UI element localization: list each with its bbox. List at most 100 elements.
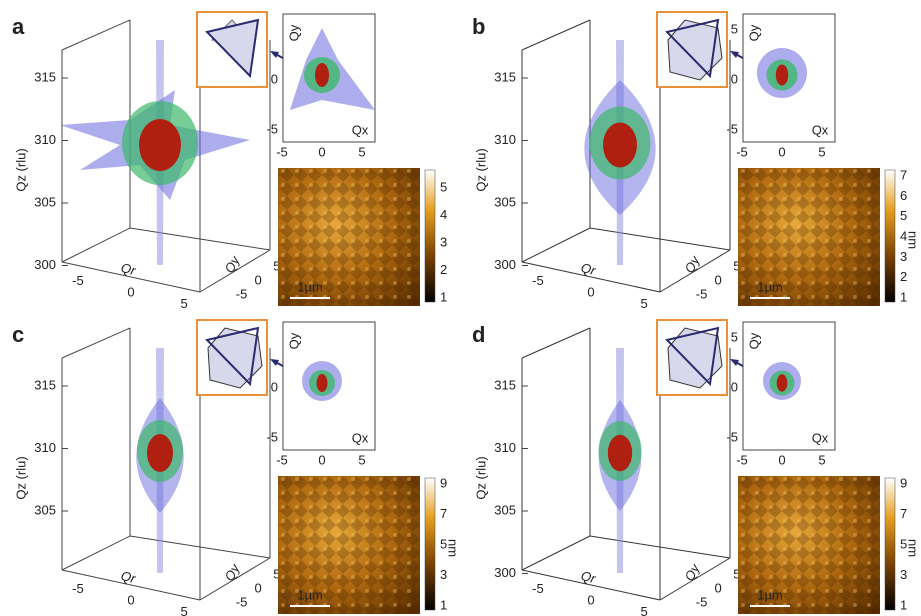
proj-y-tick-label: -5 bbox=[266, 121, 278, 136]
box-edge bbox=[659, 557, 731, 601]
z-tick-label: 305 bbox=[494, 194, 516, 209]
proj-y-tick-label: 5 bbox=[731, 329, 738, 344]
colorbar-tick-label: 3 bbox=[440, 234, 447, 249]
proj-x-tick-label: -5 bbox=[736, 144, 748, 159]
y3d-tick-label: 5 bbox=[273, 566, 280, 581]
colorbar-unit: nm bbox=[906, 539, 921, 557]
y3d-tick-label: -5 bbox=[696, 287, 708, 302]
r-axis-label: Qr bbox=[579, 568, 597, 586]
panel-label: d bbox=[472, 322, 485, 347]
box-edge bbox=[61, 261, 201, 293]
proj-y-label: Qy bbox=[746, 24, 761, 41]
colorbar-unit: nm bbox=[446, 539, 461, 557]
proj-x-label: Qx bbox=[352, 430, 369, 445]
colorbar-tick-label: 1 bbox=[900, 597, 907, 612]
arrow-head bbox=[730, 359, 739, 366]
box-edge bbox=[199, 249, 271, 293]
blob-red bbox=[147, 434, 173, 472]
inset-triangle bbox=[205, 326, 260, 387]
proj-y-label: Qy bbox=[286, 24, 301, 41]
r-axis-label: Qr bbox=[119, 260, 137, 278]
r-tick-label: -5 bbox=[532, 581, 544, 596]
r-tick-label: 0 bbox=[587, 284, 594, 299]
blob-red bbox=[607, 434, 633, 472]
proj-x-tick-label: -5 bbox=[276, 144, 288, 159]
arrow-head bbox=[270, 359, 279, 366]
z-axis-label: Qz (rlu) bbox=[13, 456, 28, 499]
y3d-tick-label: 5 bbox=[733, 258, 740, 273]
y3d-tick-label: 5 bbox=[733, 566, 740, 581]
proj-red bbox=[315, 63, 329, 87]
colorbar-tick-label: 3 bbox=[900, 249, 907, 264]
box-edge bbox=[61, 327, 131, 359]
colorbar-tick-label: 7 bbox=[900, 506, 907, 521]
z-axis-label: Qz (rlu) bbox=[473, 148, 488, 191]
afm-texture bbox=[738, 476, 880, 614]
z-tick-label: 310 bbox=[34, 440, 56, 455]
colorbar-tick-label: 2 bbox=[440, 262, 447, 277]
y3d-tick-label: 0 bbox=[255, 580, 262, 595]
box-edge bbox=[521, 327, 591, 359]
panel-label: a bbox=[12, 14, 25, 39]
inset-poly bbox=[667, 19, 723, 81]
panel-label: c bbox=[12, 322, 24, 347]
z-tick-label: 310 bbox=[494, 132, 516, 147]
colorbar-tick-label: 1 bbox=[900, 289, 907, 304]
r-tick-label: 5 bbox=[640, 296, 647, 311]
blob-red bbox=[139, 119, 181, 171]
y3d-axis-label: Qy bbox=[222, 560, 244, 583]
colorbar bbox=[884, 169, 896, 303]
z-tick-label: 315 bbox=[494, 377, 516, 392]
box-edge bbox=[659, 249, 731, 293]
proj-x-tick-label: -5 bbox=[276, 452, 288, 467]
proj-x-tick-label: 5 bbox=[818, 144, 825, 159]
y3d-tick-label: 0 bbox=[715, 272, 722, 287]
colorbar-tick-label: 1 bbox=[440, 597, 447, 612]
z-tick-label: 310 bbox=[494, 440, 516, 455]
afm-texture bbox=[278, 476, 420, 614]
colorbar-tick-label: 4 bbox=[900, 228, 907, 243]
y3d-tick-label: -5 bbox=[236, 595, 248, 610]
colorbar-tick-label: 5 bbox=[440, 179, 447, 194]
proj-y-label: Qy bbox=[286, 332, 301, 349]
z-tick-label: 305 bbox=[34, 194, 56, 209]
r-tick-label: 0 bbox=[587, 592, 594, 607]
proj-x-tick-label: 5 bbox=[358, 144, 365, 159]
z-tick-label: 300 bbox=[494, 565, 516, 580]
scale-bar-label: 1µm bbox=[757, 587, 783, 602]
proj-x-tick-label: -5 bbox=[736, 452, 748, 467]
box-edge bbox=[61, 569, 201, 601]
colorbar-tick-label: 4 bbox=[440, 207, 447, 222]
r-axis-label: Qr bbox=[119, 568, 137, 586]
y3d-axis-label: Qy bbox=[682, 252, 704, 275]
proj-x-label: Qx bbox=[812, 122, 829, 137]
z-axis-label: Qz (rlu) bbox=[473, 456, 488, 499]
arrow-head bbox=[730, 51, 739, 58]
box-edge bbox=[61, 227, 131, 263]
inset-triangle bbox=[665, 326, 720, 387]
colorbar-unit: nm bbox=[906, 231, 921, 249]
r-tick-label: -5 bbox=[72, 273, 84, 288]
colorbar-tick-label: 3 bbox=[440, 567, 447, 582]
afm-texture bbox=[738, 168, 880, 306]
proj-y-tick-label: -5 bbox=[726, 121, 738, 136]
z-tick-label: 305 bbox=[34, 502, 56, 517]
proj-y-tick-label: 0 bbox=[731, 71, 738, 86]
colorbar-tick-label: 9 bbox=[900, 475, 907, 490]
y3d-tick-label: -5 bbox=[696, 595, 708, 610]
projection-frame bbox=[282, 13, 376, 143]
y3d-tick-label: -5 bbox=[236, 287, 248, 302]
colorbar-tick-label: 7 bbox=[440, 506, 447, 521]
inset-poly bbox=[207, 327, 263, 389]
proj-x-tick-label: 0 bbox=[318, 452, 325, 467]
r-tick-label: -5 bbox=[532, 273, 544, 288]
proj-red bbox=[316, 374, 328, 392]
afm-texture bbox=[278, 168, 420, 306]
box-edge bbox=[61, 19, 131, 51]
proj-y-label: Qy bbox=[746, 332, 761, 349]
inset-triangle bbox=[205, 18, 260, 79]
proj-x-label: Qx bbox=[812, 430, 829, 445]
colorbar-tick-label: 5 bbox=[900, 208, 907, 223]
